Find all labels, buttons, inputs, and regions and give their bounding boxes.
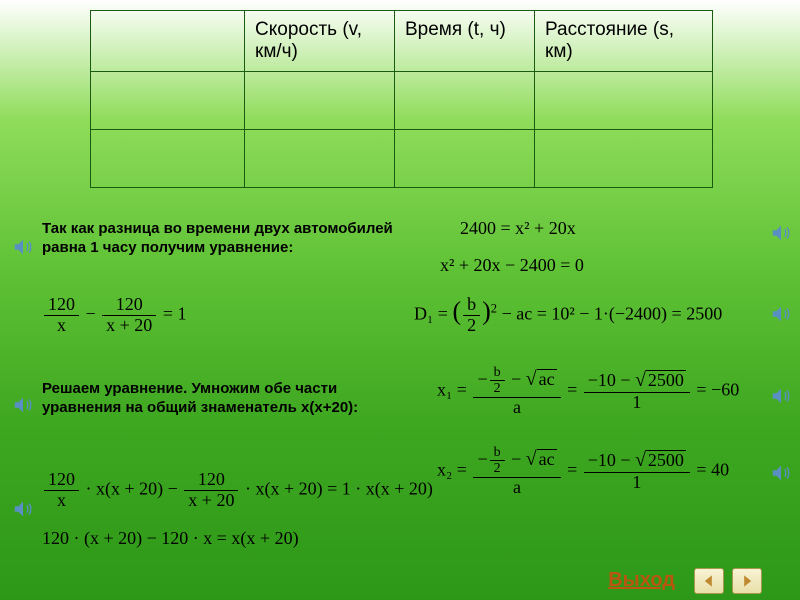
solve-text: Решаем уравнение. Умножим обе части урав… — [42, 380, 402, 418]
sound-icon[interactable] — [770, 462, 792, 484]
header-empty — [91, 11, 245, 72]
header-speed: Скорость (v, км/ч) — [245, 11, 395, 72]
equation-expand2: 120 · (x + 20) − 120 · x = x(x + 20) — [42, 528, 299, 549]
table-row — [91, 72, 713, 130]
intro-text: Так как разница во времени двух автомоби… — [42, 220, 402, 258]
header-time: Время (t, ч) — [395, 11, 535, 72]
equation-main: 120x − 120x + 20 = 1 — [42, 295, 186, 336]
table-header-row: Скорость (v, км/ч) Время (t, ч) Расстоян… — [91, 11, 713, 72]
equation-expand1: 120x · x(x + 20) − 120x + 20 · x(x + 20)… — [42, 470, 433, 511]
sound-icon[interactable] — [12, 498, 34, 520]
equation-x2: x₂ = −b2 − ac a = −10 − 2500 1 = 40 — [437, 445, 729, 498]
table-row — [91, 130, 713, 188]
sound-icon[interactable] — [12, 236, 34, 258]
physics-table: Скорость (v, км/ч) Время (t, ч) Расстоян… — [90, 10, 713, 188]
sound-icon[interactable] — [12, 394, 34, 416]
nav-forward-button[interactable] — [732, 568, 762, 594]
equation-x1: x₁ = −b2 − ac a = −10 − 2500 1 = −60 — [437, 365, 739, 418]
sound-icon[interactable] — [770, 303, 792, 325]
sound-icon[interactable] — [770, 222, 792, 244]
header-distance: Расстояние (s, км) — [535, 11, 713, 72]
equation-r1: 2400 = x² + 20x — [460, 218, 576, 239]
equation-r2: x² + 20x − 2400 = 0 — [440, 255, 584, 276]
footer: Выход — [0, 562, 800, 600]
exit-link[interactable]: Выход — [608, 569, 675, 592]
nav-back-button[interactable] — [694, 568, 724, 594]
sound-icon[interactable] — [770, 385, 792, 407]
equation-discriminant: D₁ = (b2)2 − ac = 10² − 1·(−2400) = 2500 — [414, 295, 722, 336]
